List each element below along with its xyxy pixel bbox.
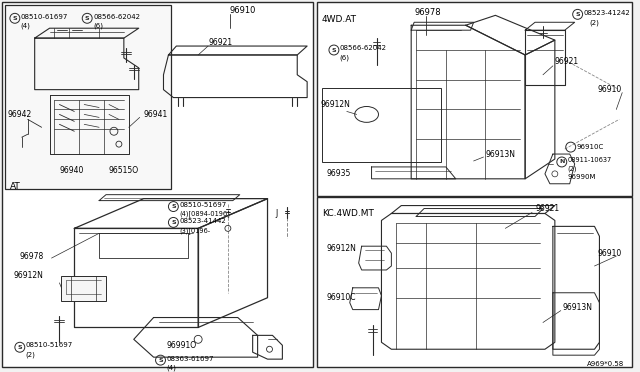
Text: (2): (2) bbox=[26, 352, 36, 359]
Text: 96913N: 96913N bbox=[563, 303, 593, 312]
Text: 96991O: 96991O bbox=[166, 341, 196, 350]
Polygon shape bbox=[411, 25, 525, 179]
Text: 08523-41242: 08523-41242 bbox=[584, 10, 630, 16]
Text: 96912N: 96912N bbox=[320, 100, 350, 109]
Text: N: N bbox=[559, 160, 564, 164]
Text: 08566-62042: 08566-62042 bbox=[340, 45, 387, 51]
Text: 96912N: 96912N bbox=[14, 272, 44, 280]
Text: 96910C: 96910C bbox=[577, 144, 604, 150]
Polygon shape bbox=[74, 199, 268, 228]
Text: S: S bbox=[85, 16, 90, 21]
Bar bbox=[317, 3, 632, 196]
Text: 96910: 96910 bbox=[598, 248, 622, 258]
Text: 96921: 96921 bbox=[555, 57, 579, 66]
Text: KC.4WD.MT: KC.4WD.MT bbox=[322, 209, 374, 218]
Polygon shape bbox=[99, 195, 240, 201]
Polygon shape bbox=[416, 209, 543, 217]
Bar bbox=[61, 276, 106, 301]
Polygon shape bbox=[358, 246, 392, 270]
Text: S: S bbox=[171, 220, 176, 225]
Text: 08566-62042: 08566-62042 bbox=[93, 14, 140, 20]
Polygon shape bbox=[392, 206, 555, 214]
Text: 96910: 96910 bbox=[598, 85, 622, 94]
Bar bbox=[2, 3, 313, 367]
Polygon shape bbox=[349, 288, 381, 310]
Text: (4)[0894-0196]: (4)[0894-0196] bbox=[179, 210, 230, 217]
Text: (2): (2) bbox=[568, 166, 577, 172]
Text: 96921: 96921 bbox=[535, 204, 559, 213]
Polygon shape bbox=[74, 228, 198, 327]
Text: 96515O: 96515O bbox=[109, 166, 139, 175]
Polygon shape bbox=[553, 227, 600, 349]
Text: 08523-41442: 08523-41442 bbox=[179, 218, 226, 224]
Polygon shape bbox=[553, 293, 600, 355]
Polygon shape bbox=[372, 167, 456, 179]
Text: (6): (6) bbox=[93, 23, 103, 29]
Text: 08510-51697: 08510-51697 bbox=[179, 202, 227, 208]
Polygon shape bbox=[134, 318, 258, 357]
Text: (3)[0196-: (3)[0196- bbox=[179, 227, 211, 234]
Text: S: S bbox=[332, 48, 336, 52]
Polygon shape bbox=[466, 15, 555, 55]
Text: 08911-10637: 08911-10637 bbox=[568, 157, 612, 163]
Polygon shape bbox=[35, 28, 139, 38]
Polygon shape bbox=[198, 199, 268, 327]
Text: 08510-51697: 08510-51697 bbox=[26, 342, 73, 348]
Polygon shape bbox=[168, 46, 307, 55]
Text: S: S bbox=[13, 16, 17, 21]
Text: 96913N: 96913N bbox=[486, 150, 515, 158]
Text: 96910: 96910 bbox=[230, 6, 256, 15]
Polygon shape bbox=[525, 30, 564, 85]
Text: 96978: 96978 bbox=[414, 8, 441, 17]
Bar bbox=[317, 197, 632, 367]
Text: 96978: 96978 bbox=[20, 251, 44, 261]
Text: 96912N: 96912N bbox=[327, 244, 357, 253]
Polygon shape bbox=[381, 214, 555, 349]
Polygon shape bbox=[163, 55, 307, 97]
Text: S: S bbox=[17, 345, 22, 350]
Text: 96940: 96940 bbox=[60, 166, 84, 175]
Text: 96990M: 96990M bbox=[568, 174, 596, 180]
Text: (2): (2) bbox=[589, 19, 600, 26]
Text: 08510-61697: 08510-61697 bbox=[21, 14, 68, 20]
Polygon shape bbox=[411, 22, 474, 30]
Polygon shape bbox=[525, 22, 575, 30]
Text: 96942: 96942 bbox=[8, 110, 32, 119]
Text: A969*0.58: A969*0.58 bbox=[587, 361, 624, 367]
Text: (6): (6) bbox=[340, 55, 350, 61]
Text: S: S bbox=[575, 12, 580, 17]
Bar bbox=[322, 88, 441, 162]
Text: J: J bbox=[275, 209, 278, 218]
Text: (4): (4) bbox=[166, 365, 177, 371]
Bar bbox=[5, 6, 172, 189]
Text: (4): (4) bbox=[21, 23, 31, 29]
Text: S: S bbox=[171, 204, 176, 209]
Polygon shape bbox=[525, 40, 555, 179]
Text: 96941: 96941 bbox=[143, 110, 168, 119]
Text: 96935: 96935 bbox=[327, 169, 351, 178]
Text: 08363-61697: 08363-61697 bbox=[166, 356, 214, 362]
Text: 96910C: 96910C bbox=[327, 293, 356, 302]
Text: AT: AT bbox=[10, 182, 20, 191]
Text: 4WD.AT: 4WD.AT bbox=[322, 15, 357, 24]
Text: S: S bbox=[158, 357, 163, 363]
Text: 96921: 96921 bbox=[208, 38, 232, 46]
